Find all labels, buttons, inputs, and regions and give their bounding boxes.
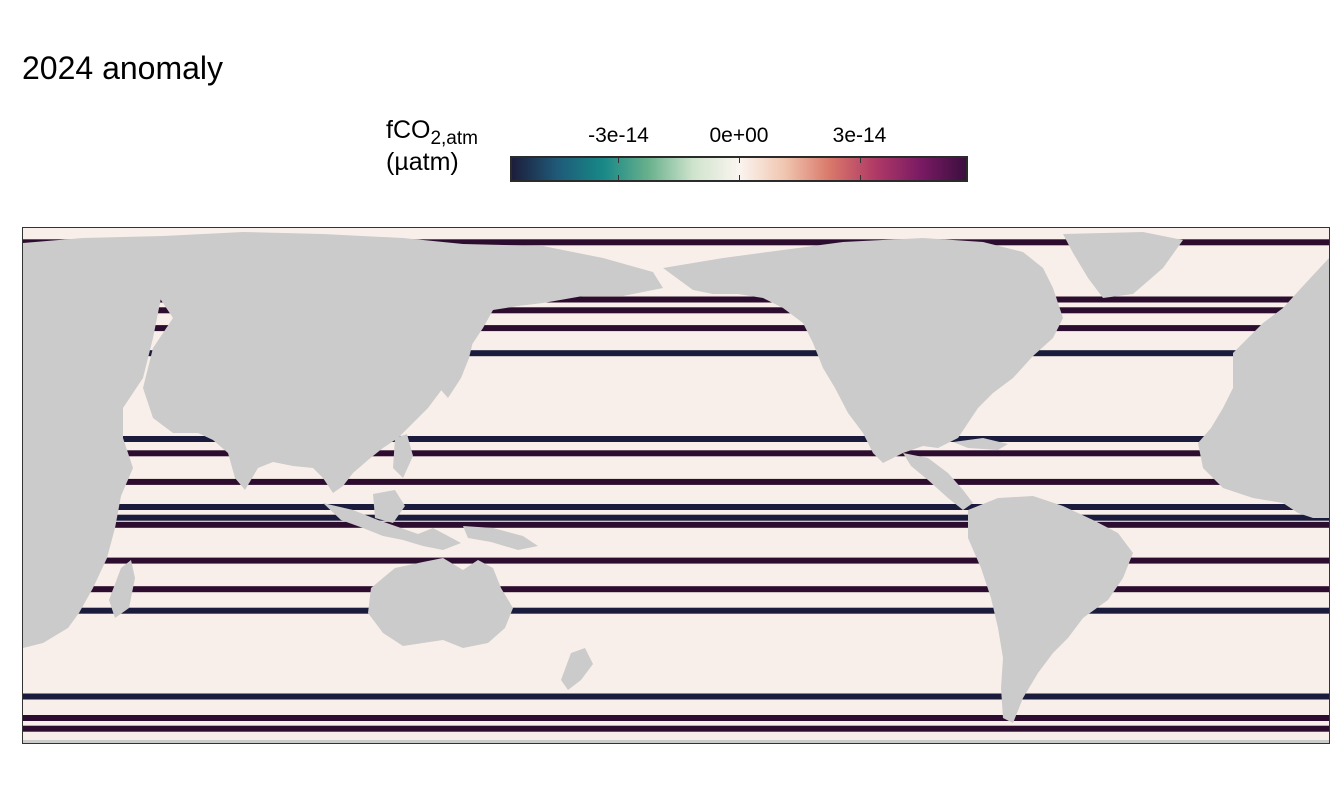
land-madagascar xyxy=(109,560,135,618)
map-canvas xyxy=(23,232,1329,743)
colorbar-gradient xyxy=(510,156,968,182)
land-south-america xyxy=(968,496,1133,723)
legend-title: fCO2,atm (µatm) xyxy=(386,114,478,178)
anomaly-band xyxy=(23,725,1329,732)
legend-title-subscript: 2,atm xyxy=(430,128,478,149)
legend-title-main: fCO xyxy=(386,116,431,144)
anomaly-band xyxy=(23,504,1329,510)
land-north-america xyxy=(663,238,1063,463)
land-philippines xyxy=(393,434,413,478)
land-europe-east xyxy=(1198,258,1329,518)
anomaly-band xyxy=(23,450,1329,457)
anomaly-band xyxy=(23,715,1329,721)
land-new-zealand xyxy=(561,648,593,690)
land-eurasia xyxy=(23,232,663,493)
colorbar-tick-mark xyxy=(739,158,740,163)
land-caribbean xyxy=(953,438,1008,450)
land-mask xyxy=(23,232,1329,743)
anomaly-band xyxy=(23,436,1329,442)
anomaly-band xyxy=(23,478,1329,485)
colorbar-tick-label: 0e+00 xyxy=(709,124,769,147)
colorbar-tick-mark xyxy=(618,158,620,163)
colorbar-tick-mark xyxy=(618,175,620,180)
land-africa-west xyxy=(23,248,163,648)
land-new-guinea xyxy=(463,526,538,550)
anomaly-band xyxy=(23,514,1329,521)
colorbar-tick-label: 3e-14 xyxy=(832,124,887,147)
land-borneo xyxy=(373,490,405,523)
colorbar-legend: -3e-14 0e+00 3e-14 xyxy=(510,118,968,184)
land-antarctica xyxy=(23,740,1329,743)
colorbar-tick-label: -3e-14 xyxy=(588,124,649,147)
land-australia xyxy=(368,558,513,648)
anomaly-bands xyxy=(23,239,1329,732)
anomaly-band xyxy=(23,307,1329,314)
anomaly-band xyxy=(23,586,1329,593)
anomaly-band xyxy=(23,350,1329,357)
colorbar-tick-mark xyxy=(739,175,740,180)
colorbar-tick-mark xyxy=(859,158,861,163)
colorbar-tick-mark xyxy=(859,175,861,180)
land-indonesia xyxy=(323,503,461,550)
land-central-america xyxy=(903,453,973,510)
anomaly-band xyxy=(23,239,1329,246)
anomaly-band xyxy=(23,296,1329,303)
map-panel xyxy=(22,227,1330,744)
land-japan xyxy=(441,318,475,398)
map-title: 2024 anomaly xyxy=(22,50,224,86)
land-greenland xyxy=(1063,232,1183,298)
anomaly-band xyxy=(23,325,1329,332)
anomaly-band xyxy=(23,693,1329,700)
anomaly-band xyxy=(23,521,1329,528)
anomaly-band xyxy=(23,607,1329,614)
legend-title-unit: (µatm) xyxy=(386,148,459,176)
anomaly-band xyxy=(23,557,1329,564)
